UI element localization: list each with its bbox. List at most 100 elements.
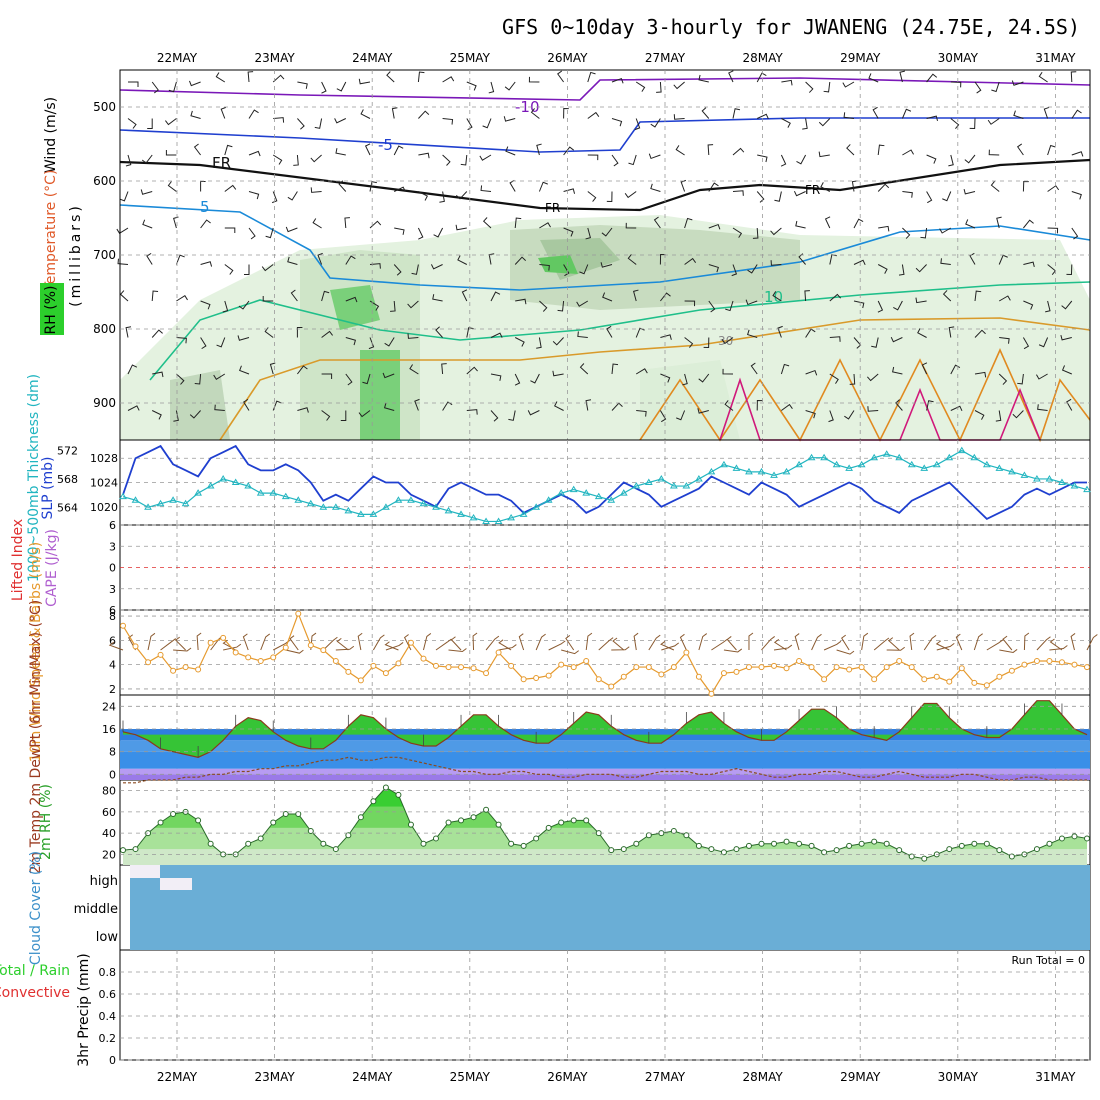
wind-barb (756, 399, 763, 411)
wind10-barb (611, 646, 630, 651)
rh-point (858, 840, 865, 847)
wind-barb (849, 373, 856, 385)
wind-barb (974, 81, 982, 94)
rh-tick: 40 (102, 827, 116, 840)
wind10-barb (196, 632, 202, 651)
wind-barb (418, 152, 430, 159)
wind10-point (307, 642, 314, 649)
wind10-barb (726, 636, 737, 651)
wind-barb (1012, 410, 1024, 419)
wind-barb (508, 410, 516, 421)
wind10-barb (285, 649, 304, 654)
wind-barb (793, 190, 806, 197)
thickness-point (644, 478, 653, 485)
wind-tick: 8 (109, 610, 116, 623)
day-label-top: 27MAY (645, 51, 686, 65)
wind-barb (310, 154, 322, 163)
rh-point (483, 806, 490, 813)
wind-barb (1045, 300, 1051, 313)
chart-title: GFS 0~10day 3-hourly for JWANENG (24.75E… (502, 15, 1080, 39)
rh-point (983, 840, 990, 847)
precip-convective-label: Convective (0, 985, 70, 1001)
wind-barb (393, 186, 406, 192)
wind-barb (853, 218, 864, 229)
thickness-point (970, 453, 979, 461)
wind-barb (360, 109, 371, 119)
wind-barb (708, 264, 719, 273)
rh-point (771, 840, 778, 847)
thickness-point (369, 510, 378, 517)
wind-barb (345, 255, 356, 265)
wind-barb (176, 337, 187, 344)
wind-barb (1066, 264, 1073, 276)
thickness-point (319, 503, 328, 510)
wind10-barb (498, 639, 512, 651)
wind-barb (725, 300, 734, 312)
wind-barb (189, 80, 201, 87)
wind-barb (200, 181, 206, 192)
wind10-point (933, 673, 940, 680)
wind-barb (998, 295, 1011, 302)
wind-barb (386, 71, 395, 83)
wind-barb (987, 118, 1000, 125)
wind-barb (314, 118, 323, 129)
wind-barb (611, 154, 619, 167)
thickness-point (532, 503, 541, 510)
thickness-point (832, 460, 841, 468)
wind-barb (248, 109, 259, 119)
wind10-barb (1002, 635, 1013, 651)
thickness-point (194, 489, 203, 496)
wind-barb (455, 191, 468, 200)
wind-barb (117, 258, 129, 265)
wind-barb (756, 191, 765, 203)
wind-barb (563, 188, 576, 194)
wind-barb (915, 264, 927, 273)
wind-barb (844, 410, 855, 420)
wind-barb (190, 110, 201, 119)
wind-barb (390, 300, 396, 312)
day-label-bottom: 31MAY (1035, 1070, 1076, 1084)
wind-barb (215, 72, 226, 83)
wind-barb (435, 326, 443, 338)
thickness-point (144, 503, 152, 510)
wind-barb (272, 74, 285, 83)
rh-point (896, 847, 903, 854)
wind10-point (695, 673, 702, 680)
wind-barb (273, 117, 285, 123)
rh-level-fill-1 (123, 787, 1087, 828)
wind-barb (576, 300, 589, 307)
thickness-point (1033, 474, 1041, 482)
thickness-point (619, 489, 628, 496)
wind-barb (901, 108, 912, 119)
wind-barb (805, 410, 816, 419)
wind10-point (971, 679, 978, 686)
wind-barb (805, 369, 818, 376)
wind-barb (224, 227, 236, 233)
rh-point (207, 840, 214, 847)
wind-barb (238, 300, 250, 310)
wind10-barb (873, 637, 890, 651)
wind10-barb (999, 649, 1018, 653)
rh-point (1071, 833, 1078, 840)
wind-barb (624, 191, 637, 199)
rh-shade-6 (538, 255, 578, 274)
wind-barb (433, 227, 444, 238)
thickness-point (695, 474, 703, 482)
wind-barb (673, 81, 685, 90)
wind-barb (969, 118, 976, 130)
rh-point (633, 840, 640, 847)
wind-barb (216, 337, 226, 348)
wind10-point (120, 622, 126, 629)
wind-barb (777, 325, 783, 338)
wind-barb (757, 154, 768, 163)
thickness-point (657, 474, 666, 482)
wind-barb (297, 81, 308, 89)
wind-barb (193, 143, 201, 156)
rh-legend-swatch (40, 283, 64, 335)
li-tick: 3 (109, 540, 116, 553)
wind10-barb (448, 648, 467, 652)
rh-point (996, 847, 1003, 854)
wind-barb (963, 188, 976, 195)
wind-barb (514, 256, 527, 265)
wind10-point (445, 664, 452, 671)
